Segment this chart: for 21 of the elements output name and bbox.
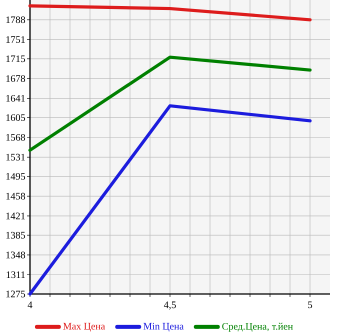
y-tick-label: 1348 bbox=[6, 252, 26, 258]
y-tick-label: 1788 bbox=[6, 16, 26, 24]
x-tick-label: 5 bbox=[308, 302, 312, 308]
x-tick-label: 4 bbox=[28, 302, 32, 308]
x-tick-label: 4,5 bbox=[164, 302, 176, 310]
legend-label: Сред.Цена, т.йен bbox=[222, 322, 293, 332]
y-tick-label: 1421 bbox=[6, 212, 25, 220]
y-tick-label: 1568 bbox=[6, 134, 26, 141]
y-tick-label: 1458 bbox=[6, 192, 26, 200]
y-tick-label: 1311 bbox=[6, 271, 25, 278]
y-tick-label: 1275 bbox=[6, 290, 26, 298]
y-tick-label: 1385 bbox=[6, 232, 26, 239]
y-tick-label: 1715 bbox=[6, 55, 26, 62]
y-tick-label: 1641 bbox=[6, 95, 25, 102]
y-tick-label: 1495 bbox=[6, 173, 26, 180]
y-tick-label: 1678 bbox=[6, 75, 26, 82]
y-tick-label: 1751 bbox=[6, 36, 25, 43]
y-tick-label: 1531 bbox=[6, 154, 25, 161]
y-tick-label: 1605 bbox=[6, 114, 26, 121]
legend-label: Min Цена bbox=[143, 322, 184, 332]
legend-label: Max Цена bbox=[63, 322, 106, 332]
